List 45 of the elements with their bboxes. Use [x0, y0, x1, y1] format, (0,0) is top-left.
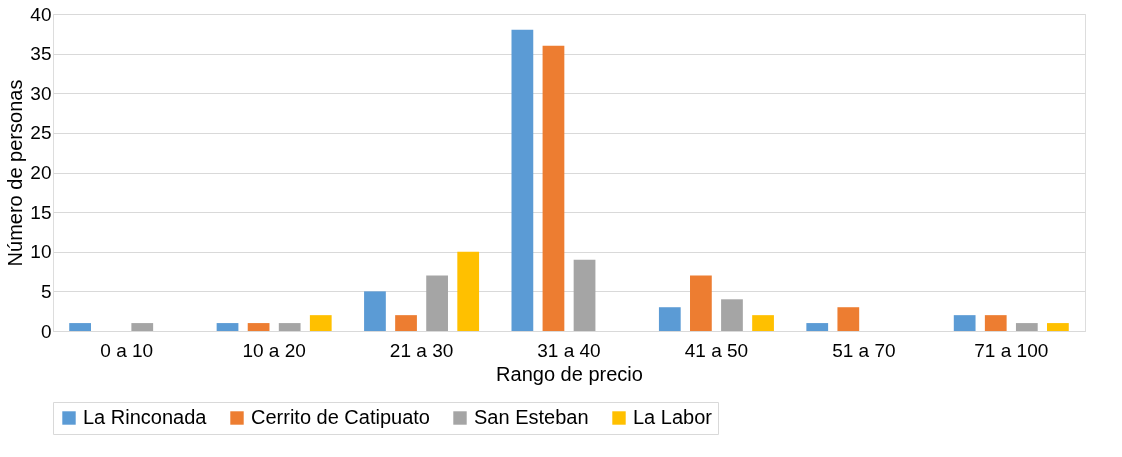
x-tick-label: 21 a 30 — [389, 339, 454, 361]
bar — [1047, 323, 1069, 331]
bar — [364, 291, 386, 331]
x-tick-label: 41 a 50 — [684, 339, 749, 361]
bar — [953, 315, 976, 331]
bar — [247, 323, 270, 331]
x-tick-label: 0 a 10 — [100, 339, 154, 361]
legend-label: San Esteban — [474, 406, 589, 428]
legend-label: La Rinconada — [83, 406, 208, 428]
bar — [752, 315, 774, 331]
bar — [721, 299, 743, 331]
legend-label: Cerrito de Catipuato — [251, 406, 430, 428]
y-axis-title: Número de personas — [4, 79, 27, 267]
y-tick-label: 30 — [30, 82, 52, 104]
bar — [573, 259, 596, 331]
bar — [658, 307, 681, 331]
bar — [542, 45, 565, 331]
bar — [837, 307, 860, 331]
x-tick-label: 51 a 70 — [832, 339, 896, 361]
y-tick-label: 5 — [40, 280, 52, 302]
y-tick-label: 35 — [30, 43, 52, 65]
y-tick-label: 20 — [30, 162, 52, 183]
y-tick-label: 0 — [40, 320, 52, 342]
y-tick-label: 25 — [30, 122, 52, 144]
bar — [1015, 323, 1038, 331]
bar — [395, 315, 417, 331]
x-tick-label: 71 a 100 — [974, 339, 1049, 361]
bar — [309, 315, 332, 331]
y-tick-label: 10 — [30, 241, 52, 263]
bar — [131, 323, 154, 331]
bar — [69, 323, 91, 331]
x-tick-label: 31 a 40 — [537, 339, 601, 361]
legend-label: La Labor — [633, 406, 713, 428]
bar — [216, 323, 239, 331]
y-tick-label: 40 — [30, 3, 52, 25]
bar — [278, 323, 301, 331]
y-tick-label: 15 — [30, 201, 52, 223]
bar — [426, 275, 448, 331]
bar — [806, 323, 829, 331]
x-tick-label: 10 a 20 — [242, 339, 306, 361]
bar — [690, 275, 712, 331]
x-axis-title: Rango de precio — [496, 362, 643, 385]
bar — [457, 251, 480, 331]
bar — [511, 29, 534, 331]
bar — [984, 315, 1007, 331]
